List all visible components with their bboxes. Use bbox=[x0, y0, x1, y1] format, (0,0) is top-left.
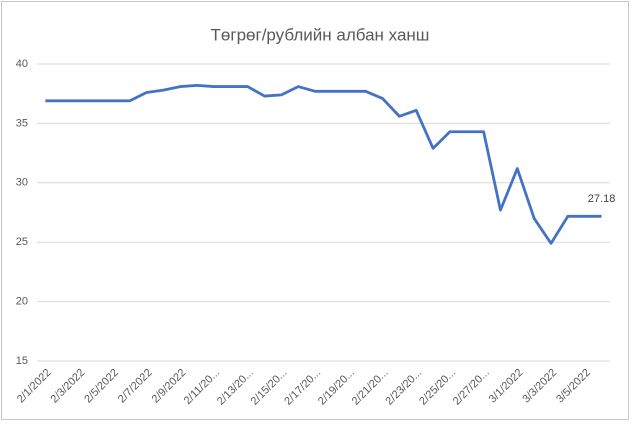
y-tick-label: 35 bbox=[16, 117, 28, 129]
chart-title: Төгрөг/рублийн албан ханш bbox=[211, 25, 430, 44]
y-tick-label: 20 bbox=[16, 296, 28, 308]
y-tick-label: 40 bbox=[16, 58, 28, 70]
data-label: 27.18 bbox=[588, 193, 616, 205]
y-tick-label: 30 bbox=[16, 177, 28, 189]
y-tick-label: 25 bbox=[16, 236, 28, 248]
y-tick-label: 15 bbox=[16, 355, 28, 367]
chart-border bbox=[1, 1, 629, 420]
line-series bbox=[45, 83, 602, 245]
